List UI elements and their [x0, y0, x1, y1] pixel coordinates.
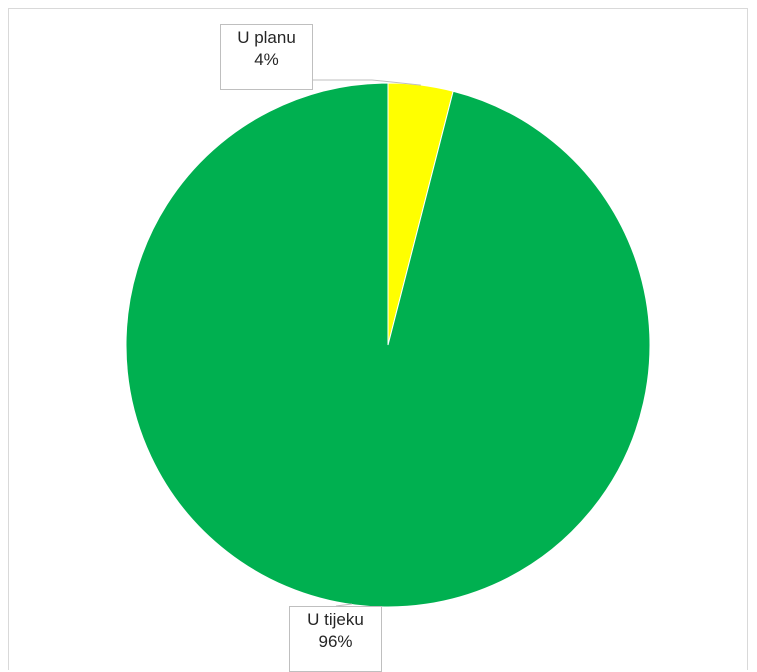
label-u-tijeku-percent: 96%	[318, 632, 353, 651]
data-label-u-planu: U planu 4%	[220, 24, 313, 90]
leader-line-u-tijeku	[335, 603, 353, 607]
pie-slice-u-tijeku	[125, 82, 651, 608]
label-u-tijeku-name: U tijeku	[307, 610, 364, 629]
data-label-u-tijeku: U tijeku 96%	[289, 606, 382, 672]
label-u-planu-name: U planu	[237, 28, 296, 47]
leader-line-u-planu	[313, 79, 421, 86]
label-u-planu-percent: 4%	[254, 50, 279, 69]
